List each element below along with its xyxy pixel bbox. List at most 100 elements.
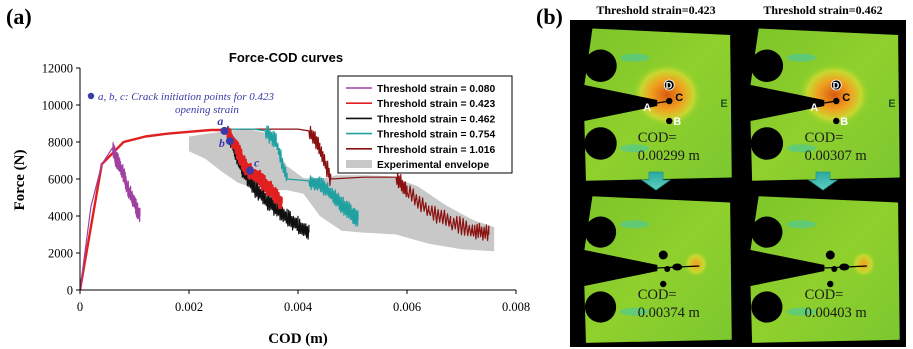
- legend-entry: Threshold strain = 0.080: [377, 84, 495, 95]
- annotation-line-1: a, b, c: Crack initiation points for 0.4…: [98, 91, 274, 103]
- void: [658, 250, 668, 260]
- x-tick-label: 0.008: [502, 300, 530, 314]
- y-tick-label: 12000: [42, 62, 73, 76]
- stress-band: [619, 307, 650, 316]
- notch: [739, 83, 825, 123]
- strain-hotspot: [683, 249, 710, 279]
- point-label-c: C: [842, 92, 850, 104]
- series-line: [80, 125, 359, 290]
- point-d-marker: [663, 79, 675, 91]
- strain-hotspot: [631, 62, 703, 128]
- point-label-b: B: [840, 116, 848, 128]
- void: [831, 266, 838, 272]
- void: [827, 280, 834, 288]
- annotation-marker: [87, 92, 95, 100]
- cod-value: 0.00307 m: [805, 148, 868, 164]
- void: [664, 266, 671, 272]
- legend-entry: Threshold strain = 0.462: [377, 114, 495, 125]
- stress-band: [786, 307, 817, 316]
- pin-hole: [584, 49, 617, 82]
- initiation-point: [246, 166, 255, 175]
- panel-b-label: (b): [536, 4, 563, 29]
- experimental-envelope: [189, 129, 495, 252]
- legend: Threshold strain = 0.080 Threshold strain…: [337, 75, 513, 174]
- point-d-marker: [830, 79, 842, 91]
- point-marker: [833, 117, 840, 125]
- pin-hole: [751, 291, 783, 323]
- initiation-point: [220, 126, 229, 135]
- void: [660, 280, 667, 288]
- point-label-e: E: [720, 98, 727, 110]
- cod-label: COD=: [805, 287, 844, 303]
- pin-hole: [751, 216, 783, 248]
- x-tick-label: 0.002: [175, 300, 203, 314]
- x-tick-label: 0: [77, 300, 83, 314]
- strain-hotspot: [798, 62, 871, 128]
- panel-a-label: (a): [6, 4, 32, 29]
- pin-hole: [584, 216, 617, 248]
- initiation-point-label: c: [254, 156, 260, 170]
- point-marker: [666, 117, 673, 125]
- cod-label: COD=: [638, 130, 677, 146]
- point-label-a: A: [643, 102, 651, 114]
- specimen-field: [750, 196, 900, 343]
- y-tick-label: 0: [67, 284, 73, 298]
- simulation-tile: COD= 0.00374 m: [573, 196, 732, 343]
- chart-title: Force-COD curves: [229, 50, 343, 65]
- stress-band: [619, 53, 650, 62]
- pin-hole: [750, 127, 784, 160]
- initiation-point-label: a: [217, 114, 223, 128]
- legend-box: [337, 75, 513, 174]
- stress-band: [786, 144, 817, 153]
- stress-band: [619, 220, 650, 229]
- plot-area: ab c 0 0.002 0.004 0.006 0.008 0 2000 4000 6000 8…: [42, 62, 530, 315]
- notch: [573, 83, 658, 123]
- specimen-field: [584, 196, 732, 343]
- cod-value: 0.00403 m: [805, 305, 868, 321]
- crack-path: [824, 100, 837, 104]
- simulation-tile: COD= 0.00403 m: [739, 196, 900, 343]
- stress-band: [786, 220, 817, 229]
- pin-hole: [584, 127, 617, 160]
- notch: [573, 248, 658, 288]
- point-label-a: A: [810, 102, 818, 114]
- point-label-d: D: [833, 81, 840, 91]
- strain-hotspot: [850, 249, 877, 279]
- annotation: a, b, c: Crack initiation points for 0.4…: [87, 91, 274, 116]
- x-tick-label: 0.006: [393, 300, 421, 314]
- y-tick-label: 2000: [48, 247, 73, 261]
- legend-entry: Threshold strain = 0.423: [377, 99, 495, 110]
- legend-entry: Threshold strain = 0.754: [377, 130, 495, 141]
- pin-hole: [750, 49, 784, 82]
- y-axis-label: Force (N): [12, 150, 28, 211]
- point-label-b: B: [673, 116, 681, 128]
- column-2-title: Threshold strain=0.462: [763, 3, 882, 17]
- stress-band: [619, 144, 650, 153]
- annotation-line-2: opening strain: [175, 104, 239, 116]
- y-tick-label: 6000: [48, 173, 73, 187]
- x-axis-label: COD (m): [268, 331, 328, 347]
- pin-hole: [584, 291, 617, 323]
- notch: [739, 248, 825, 288]
- point-label-c: C: [675, 92, 683, 104]
- series-line: [80, 125, 490, 290]
- x-tick-label: 0.004: [284, 300, 313, 314]
- y-tick-label: 10000: [42, 99, 73, 113]
- legend-swatch: [346, 160, 372, 168]
- y-tick-label: 4000: [48, 210, 73, 224]
- cod-label: COD=: [638, 287, 677, 303]
- simulation-tile: A BCD E COD= 0.00299 m: [573, 28, 732, 181]
- cod-value: 0.00374 m: [638, 305, 701, 321]
- void: [825, 250, 835, 260]
- void: [672, 263, 683, 271]
- series-line: [80, 142, 141, 290]
- initiation-point: [225, 137, 234, 146]
- down-arrow-left: [640, 171, 672, 191]
- crack-path: [657, 100, 670, 104]
- column-1-title: Threshold strain=0.423: [596, 3, 715, 17]
- down-arrow-right: [807, 171, 839, 191]
- stress-band: [786, 53, 817, 62]
- legend-entry: Experimental envelope: [377, 160, 489, 171]
- simulation-tile: A BCD E COD= 0.00307 m: [739, 28, 900, 181]
